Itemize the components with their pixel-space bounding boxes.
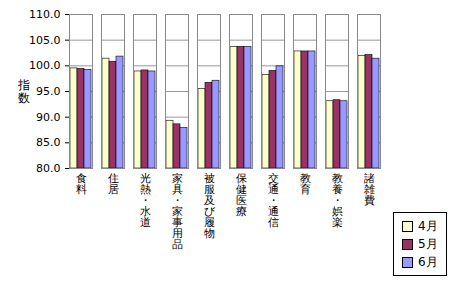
html-text:5月: 5月 xyxy=(418,237,438,251)
svg-text:105.0: 105.0 xyxy=(29,34,61,47)
svg-text:100.0: 100.0 xyxy=(29,59,61,72)
svg-text:諸雑費: 諸雑費 xyxy=(364,172,375,207)
html-text:4月: 4月 xyxy=(418,219,438,233)
svg-text:85.0: 85.0 xyxy=(36,136,61,149)
svg-text:指数: 指数 xyxy=(17,78,30,105)
svg-text:80.0: 80.0 xyxy=(36,162,61,175)
svg-text:被服及び履物: 被服及び履物 xyxy=(204,172,216,240)
svg-text:家具・家事用品: 家具・家事用品 xyxy=(172,172,183,251)
svg-text:交通・通信: 交通・通信 xyxy=(268,172,279,229)
svg-text:保健医療: 保健医療 xyxy=(236,172,247,218)
svg-text:90.0: 90.0 xyxy=(36,111,61,124)
html-text:6月: 6月 xyxy=(418,255,438,269)
svg-text:110.0: 110.0 xyxy=(29,8,61,21)
svg-text:光熱・水道: 光熱・水道 xyxy=(140,172,151,229)
svg-text:食料: 食料 xyxy=(76,172,87,196)
svg-text:住居: 住居 xyxy=(108,172,119,196)
svg-text:95.0: 95.0 xyxy=(36,85,61,98)
svg-text:教育: 教育 xyxy=(300,172,311,196)
svg-text:教養・娯楽: 教養・娯楽 xyxy=(332,172,343,229)
